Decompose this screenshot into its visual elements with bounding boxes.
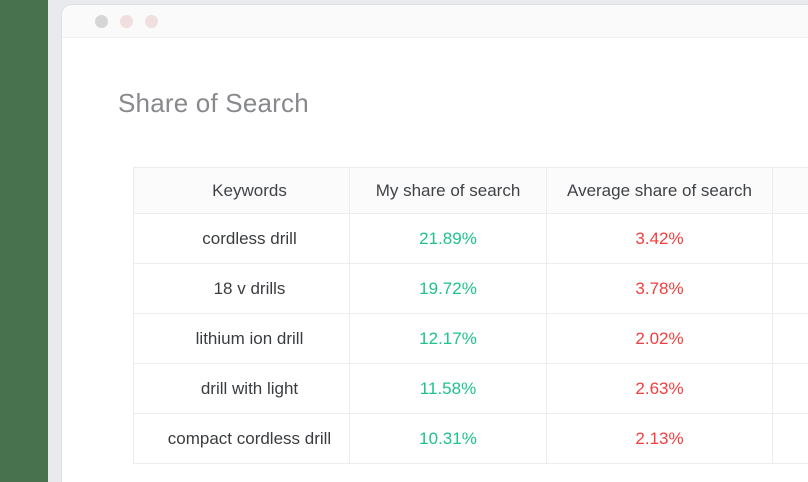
extra-cell [772, 363, 808, 414]
share-of-search-table: Keywords My share of search Average shar… [133, 167, 808, 464]
my-share-cell: 10.31% [349, 413, 547, 464]
extra-cell [772, 413, 808, 464]
column-header-my-share: My share of search [349, 167, 547, 214]
my-share-cell: 12.17% [349, 313, 547, 364]
average-share-cell: 2.13% [546, 413, 773, 464]
window-control-dot-2[interactable] [120, 14, 133, 28]
average-share-cell: 2.02% [546, 313, 773, 364]
keyword-cell: cordless drill [133, 213, 350, 264]
keyword-cell: drill with light [133, 363, 350, 414]
page-title: Share of Search [118, 88, 309, 118]
browser-window: Share of Search Keywords My share of sea… [62, 5, 808, 482]
my-share-cell: 21.89% [349, 213, 547, 264]
column-header-average-share: Average share of search [546, 167, 773, 214]
table-row: drill with light 11.58% 2.63% [133, 363, 808, 414]
extra-cell [772, 313, 808, 364]
column-header-extra [772, 167, 808, 214]
extra-cell [772, 263, 808, 314]
average-share-cell: 2.63% [546, 363, 773, 414]
table-row: lithium ion drill 12.17% 2.02% [133, 313, 808, 364]
window-control-dot-3[interactable] [145, 14, 158, 28]
average-share-cell: 3.78% [546, 263, 773, 314]
my-share-cell: 19.72% [349, 263, 547, 314]
window-control-dot-1[interactable] [95, 14, 108, 28]
table-header-row: Keywords My share of search Average shar… [133, 167, 808, 214]
window-content: Share of Search Keywords My share of sea… [62, 38, 808, 464]
column-header-keywords: Keywords [133, 167, 350, 214]
keyword-cell: 18 v drills [133, 263, 350, 314]
keyword-cell: compact cordless drill [133, 413, 350, 464]
table-row: 18 v drills 19.72% 3.78% [133, 263, 808, 314]
table-row: cordless drill 21.89% 3.42% [133, 213, 808, 264]
my-share-cell: 11.58% [349, 363, 547, 414]
background-accent-strip [0, 0, 48, 482]
window-titlebar [62, 5, 808, 38]
extra-cell [772, 213, 808, 264]
table-row: compact cordless drill 10.31% 2.13% [133, 413, 808, 464]
average-share-cell: 3.42% [546, 213, 773, 264]
keyword-cell: lithium ion drill [133, 313, 350, 364]
